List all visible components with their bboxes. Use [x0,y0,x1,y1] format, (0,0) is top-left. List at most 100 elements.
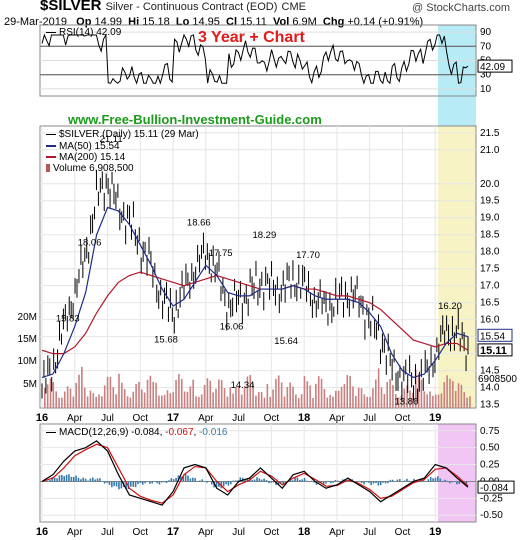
volume-bar [112,387,115,408]
volume-bar [420,379,423,408]
volume-bar [232,393,234,408]
macd-histogram-bar [301,479,304,482]
volume-bar [206,378,209,408]
website-url[interactable]: www.Free-Bullion-Investment-Guide.com [68,112,322,127]
macd-histogram-bar [84,478,87,482]
macd-histogram-bar [165,481,168,484]
macd-histogram-bar [58,475,61,482]
volume-bar [243,387,246,408]
chart-banner: 3 Year + Chart [198,29,305,46]
volume-bar [412,392,414,408]
macd-histogram-bar [441,480,444,482]
volume-bar [160,395,163,408]
volume-bar [143,392,146,408]
macd-tick-label: -0.50 [480,510,503,521]
macd-histogram-bar [187,475,189,482]
macd-histogram-bar [106,481,108,483]
macd-histogram-bar [230,481,232,485]
macd-histogram-bar [332,481,334,483]
volume-bar [394,394,397,408]
macd-tick-label: 0.25 [480,460,500,471]
rsi-last-box [477,59,513,73]
volume-bar [66,386,69,408]
macd-histogram-bar [444,479,446,482]
volume-bar [146,379,149,408]
macd-x-tick-label: Apr [329,527,345,538]
macd-x-tick-label: 19 [429,526,441,538]
macd-histogram-bar [184,473,187,482]
macd-histogram-bar [396,479,399,482]
highlight-price [438,126,476,408]
price-annotation: 17.75 [209,248,233,259]
volume-bar [349,375,351,408]
macd-histogram-bar [299,479,301,482]
macd-histogram-bar [263,478,265,482]
volume-bar [58,397,60,408]
macd-histogram-bar [282,481,284,486]
price-annotation: 15.68 [154,335,178,346]
volume-bar [326,397,329,408]
macd-histogram-bar [384,481,387,484]
macd-histogram-bar [320,481,323,483]
macd-histogram-bar [322,481,325,485]
stockcharts-brand[interactable]: @ StockCharts.com [412,2,510,14]
volume-bar [246,376,249,408]
price-tick-label: 21.0 [480,145,500,156]
macd-x-tick-label: 16 [36,526,48,538]
macd-histogram-bar [160,481,163,483]
volume-bar [457,383,460,408]
symbol: $SILVER [40,0,102,14]
volume-bar [141,389,143,408]
price-annotation: 15.64 [274,336,298,347]
price-legend: $SILVER (Daily) 15.11 (29 Mar) [46,129,199,140]
price-tick-label: 17.0 [480,281,500,292]
macd-histogram-bar [377,481,380,486]
macd-histogram-bar [65,474,68,482]
price-x-tick-label: Apr [67,413,83,424]
macd-histogram-bar [413,478,415,482]
ma50-legend: MA(50) 15.54 [46,141,120,152]
volume-bar [337,390,340,408]
macd-histogram-bar [294,477,296,482]
macd-histogram-bar [118,481,120,490]
volume-bar [269,396,272,408]
macd-histogram-bar [130,481,132,487]
rsi-tick-label: 90 [480,27,492,38]
macd-histogram-bar [451,481,453,483]
macd-histogram-bar [406,478,408,482]
volume-bar [169,393,172,408]
volume-bar [374,379,377,408]
volume-bar [414,369,417,408]
volume-bar [109,376,112,408]
macd-histogram-bar [222,481,225,487]
volume-bar [186,391,189,408]
volume-tick-label: 15M [18,334,37,345]
rsi-last-label: 42.09 [480,62,505,73]
macd-histogram-bar [120,481,123,489]
exchange: CME [281,1,306,13]
macd-histogram-bar [63,476,66,482]
macd-histogram-bar [334,480,337,482]
macd-histogram-bar [149,481,151,484]
price-x-tick-label: 17 [167,412,179,424]
rsi-tick-label: 10 [480,84,492,95]
macd-x-tick-label: Oct [395,527,411,538]
macd-histogram-bar [329,481,332,484]
volume-bar [315,383,317,408]
volume-bar [63,391,66,408]
macd-histogram-bar [201,479,204,482]
volume-bar [260,391,263,408]
macd-histogram-bar [144,481,146,484]
volume-bar [263,397,266,408]
macd-histogram-bar [456,481,458,485]
volume-bar [275,378,277,408]
macd-histogram-bar [87,480,89,482]
macd-histogram-bar [180,476,182,482]
volume-bar [195,396,197,408]
macd-histogram-bar [372,481,375,484]
macd-histogram-bar [206,481,208,483]
macd-histogram-bar [177,475,180,482]
volume-bar [434,394,437,408]
price-x-tick-label: Oct [264,413,280,424]
